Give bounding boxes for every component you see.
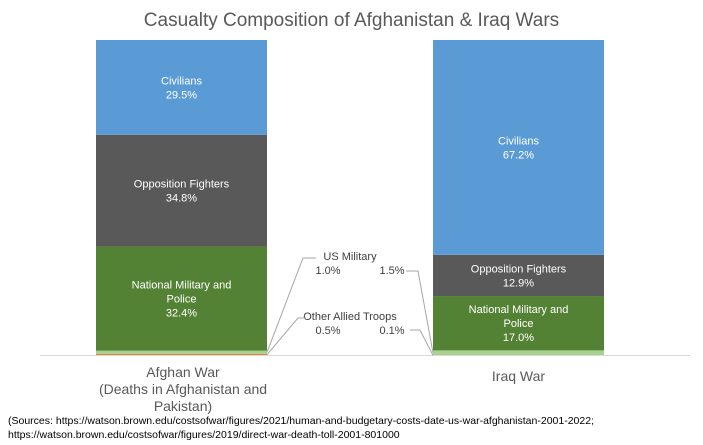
x-tick-label: Afghan War [146, 364, 220, 380]
x-tick-label: Iraq War [491, 368, 546, 384]
x-tick-iraq-war: Iraq War [432, 368, 605, 385]
data-label-civilians-iraq-war: 67.2% [503, 149, 534, 161]
series-label-national-military-and-police-iraq-war: National Military and [469, 304, 569, 316]
bar-opposition-fighters-afghan-war [96, 134, 267, 247]
data-label-opposition-fighters-afghan-war: 34.8% [166, 193, 197, 205]
data-label-us-military-iraq-war: 1.5% [379, 265, 404, 277]
series-label-civilians-afghan-war: Civilians [161, 75, 202, 87]
bar-civilians-afghan-war [96, 40, 267, 135]
series-label-opposition-fighters-iraq-war: Opposition Fighters [471, 263, 567, 275]
series-label-national-military-and-police-afghan-war: National Military and [132, 280, 232, 292]
bar-us-military-iraq-war [433, 350, 604, 356]
x-tick-sublabel: (Deaths in Afghanistan and Pakistan) [98, 381, 268, 414]
bar-civilians-iraq-war [433, 40, 604, 255]
data-label-civilians-afghan-war: 29.5% [166, 89, 197, 101]
callout-label-other-allied-troops: Other Allied Troops [303, 311, 397, 323]
leader-line-other-allied-troops-afghan-war [266, 317, 306, 356]
data-label-us-military-afghan-war: 1.0% [315, 265, 340, 277]
bar-national-military-and-police-afghan-war [96, 246, 267, 351]
series-label-national-military-and-police-iraq-war: Police [504, 318, 534, 330]
bar-other-allied-troops-afghan-war [96, 353, 267, 356]
data-label-other-allied-troops-iraq-war: 0.1% [379, 325, 404, 337]
data-label-opposition-fighters-iraq-war: 12.9% [503, 277, 534, 289]
data-label-national-military-and-police-iraq-war: 17.0% [503, 332, 534, 344]
bar-us-military-afghan-war [96, 350, 267, 354]
data-label-other-allied-troops-afghan-war: 0.5% [315, 325, 340, 337]
source-note-line2: https://watson.brown.edu/costsofwar/figu… [8, 429, 400, 441]
bar-opposition-fighters-iraq-war [433, 254, 604, 297]
leader-line-us-military-iraq-war [406, 270, 434, 353]
leader-line-us-military-afghan-war [266, 257, 316, 353]
source-note-line1: (Sources: https://watson.brown.edu/costs… [8, 415, 594, 427]
data-label-national-military-and-police-afghan-war: 32.4% [166, 308, 197, 320]
bar-national-military-and-police-iraq-war [433, 296, 604, 351]
series-label-opposition-fighters-afghan-war: Opposition Fighters [134, 179, 230, 191]
series-label-civilians-iraq-war: Civilians [498, 135, 539, 147]
leader-line-other-allied-troops-iraq-war [410, 329, 434, 356]
callout-label-us-military: US Military [323, 251, 377, 263]
chart-plot: National Military and Police 32.4% National… [40, 40, 690, 356]
chart-title: Casualty Composition of Afghanistan & Ir… [143, 10, 560, 31]
x-tick-afghan-war: Afghan War (Deaths in Afghanistan and Pa… [80, 364, 286, 415]
series-label-national-military-and-police-afghan-war: Police [167, 294, 197, 306]
